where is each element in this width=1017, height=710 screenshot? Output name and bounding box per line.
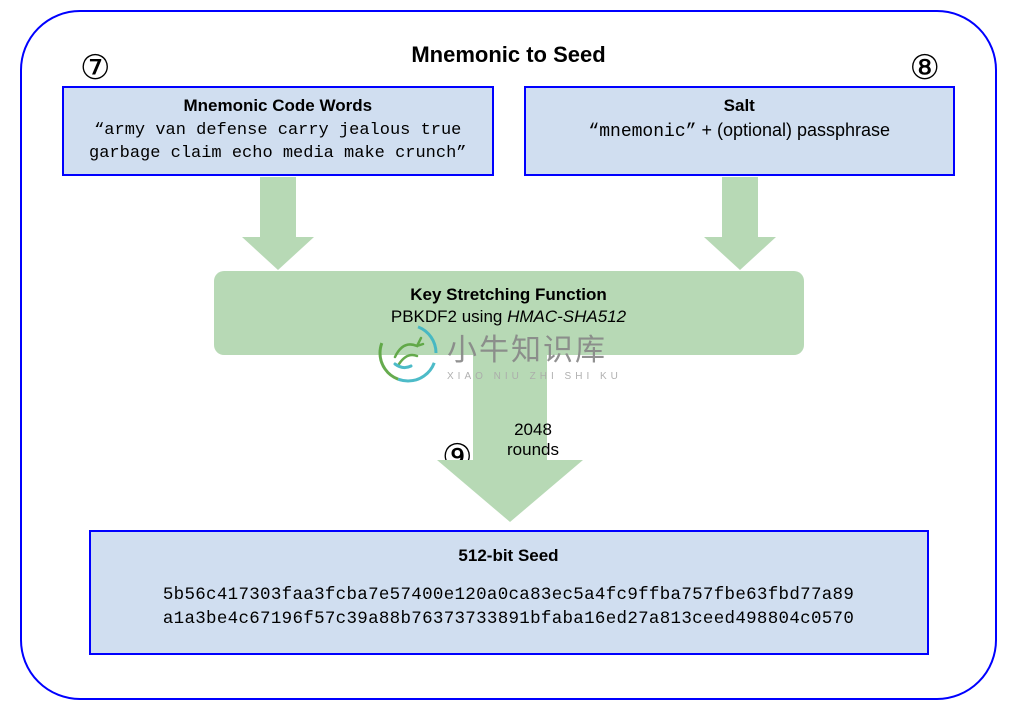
- rounds-word: rounds: [507, 440, 559, 459]
- spacer-1: [62, 176, 955, 271]
- ksf-title: Key Stretching Function: [224, 285, 794, 305]
- inputs-row: Mnemonic Code Words “army van defense ca…: [62, 86, 955, 176]
- seed-box: 512-bit Seed 5b56c417303faa3fcba7e57400e…: [89, 530, 929, 655]
- seed-hex-2: a1a3be4c67196f57c39a88b76373733891bfaba1…: [101, 608, 917, 632]
- salt-title: Salt: [536, 96, 944, 116]
- salt-content: “mnemonic” + (optional) passphrase: [536, 120, 944, 142]
- ksf-method: HMAC-SHA512: [507, 307, 626, 326]
- step-7-marker: ⑦: [80, 48, 110, 88]
- salt-literal: “mnemonic”: [588, 122, 696, 142]
- diagram-title: Mnemonic to Seed: [62, 42, 955, 68]
- step-8-marker: ⑧: [910, 48, 940, 88]
- ksf-method-prefix: PBKDF2 using: [391, 307, 507, 326]
- salt-optional: (optional) passphrase: [717, 120, 890, 140]
- ksf-subtitle: PBKDF2 using HMAC-SHA512: [224, 307, 794, 327]
- mnemonic-box: Mnemonic Code Words “army van defense ca…: [62, 86, 494, 176]
- salt-box: Salt “mnemonic” + (optional) passphrase: [524, 86, 956, 176]
- ksf-box: Key Stretching Function PBKDF2 using HMA…: [214, 271, 804, 355]
- seed-hex-1: 5b56c417303faa3fcba7e57400e120a0ca83ec5a…: [101, 584, 917, 608]
- mnemonic-line1: “army van defense carry jealous true: [74, 120, 482, 143]
- rounds-count: 2048: [514, 420, 552, 439]
- mnemonic-line2: garbage claim echo media make crunch”: [74, 143, 482, 166]
- seed-title: 512-bit Seed: [101, 546, 917, 566]
- step-9-marker: ⑨: [442, 437, 472, 477]
- mnemonic-title: Mnemonic Code Words: [74, 96, 482, 116]
- diagram-container: Mnemonic to Seed ⑦ ⑧ ⑨ Mnemonic Code Wor…: [20, 10, 997, 700]
- salt-plus: +: [696, 120, 717, 140]
- rounds-label: 2048 rounds: [507, 420, 559, 461]
